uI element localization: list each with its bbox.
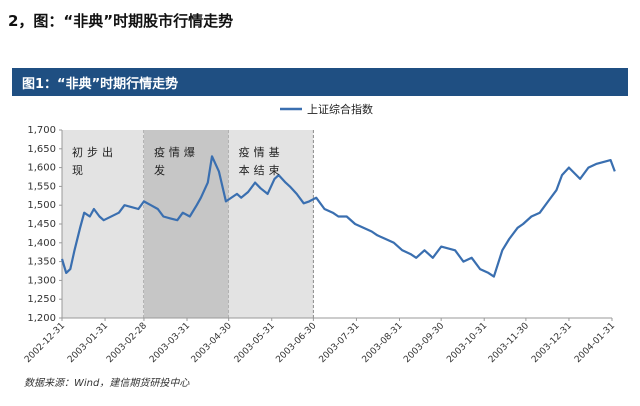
legend-label: 上证综合指数 [307, 102, 373, 116]
y-tick-label: 1,300 [27, 275, 56, 286]
shaded-period-3 [228, 130, 314, 318]
x-tick-label: 2003-11-30 [487, 321, 531, 365]
line-chart: 1,200 1,250 1,300 1,350 1,400 1,450 1,500 1,550… [23, 102, 617, 365]
page-heading: 2，图：“非典”时期股市行情走势 [8, 12, 234, 30]
y-tick-label: 1,700 [27, 125, 56, 136]
shaded-period-1 [62, 130, 144, 318]
annotation-label-1: 初步出现 [72, 145, 117, 177]
y-tick-label: 1,350 [27, 257, 56, 268]
figure-title-bar: 图1：“非典”时期行情走势 [12, 68, 628, 96]
y-tick-label: 1,550 [27, 181, 56, 192]
y-tick-label: 1,500 [27, 200, 56, 211]
x-tick-label: 2003-01-31 [66, 321, 110, 365]
x-tick-label: 2003-05-31 [233, 321, 277, 365]
x-tick-label: 2003-03-31 [148, 321, 192, 365]
series-line-1 [60, 155, 616, 278]
x-tick-label: 2003-07-31 [318, 321, 362, 365]
y-tick-label: 1,600 [27, 163, 56, 174]
x-tick-label: 2003-06-30 [274, 321, 318, 365]
x-tick-label: 2003-10-31 [445, 321, 489, 365]
y-tick-label: 1,200 [27, 313, 56, 324]
x-tick-label: 2003-08-31 [361, 321, 405, 365]
y-tick-label: 1,400 [27, 238, 56, 249]
y-tick-label: 1,650 [27, 144, 56, 155]
x-tick-label: 2003-12-31 [530, 321, 574, 365]
x-tick-label: 2003-04-30 [190, 321, 234, 365]
y-tick-label: 1,250 [27, 294, 56, 305]
annotation-label-3: 疫情基本结束 [239, 145, 284, 177]
annotation-label-2: 疫情爆发 [154, 145, 199, 177]
y-tick-label: 1,450 [27, 219, 56, 230]
x-tick-label: 2002-12-31 [23, 321, 67, 365]
x-tick-label: 2003-02-28 [105, 321, 149, 365]
x-tick-label: 2004-01-31 [573, 321, 617, 365]
x-tick-label: 2003-09-30 [402, 321, 446, 365]
figure-panel: 1,200 1,250 1,300 1,350 1,400 1,450 1,500 1,550… [12, 68, 628, 398]
data-source-note: 数据来源：Wind，建信期货研投中心 [24, 378, 190, 389]
figure-title: 图1：“非典”时期行情走势 [22, 77, 179, 92]
